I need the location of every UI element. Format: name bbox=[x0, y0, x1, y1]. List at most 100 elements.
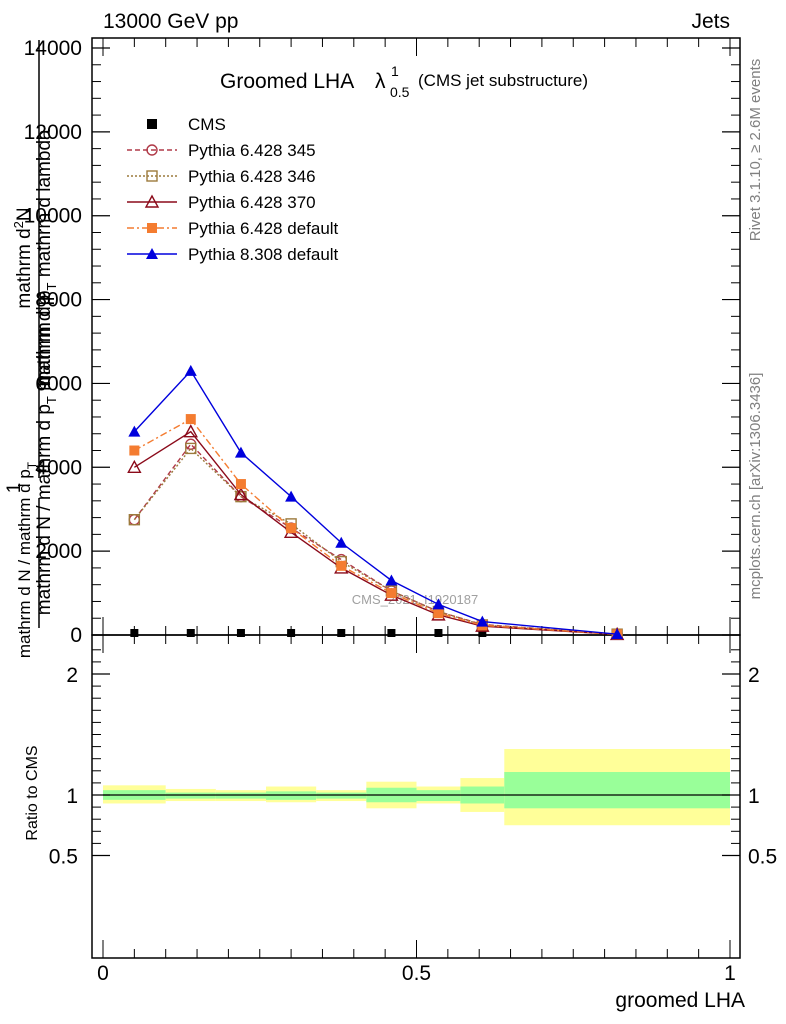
legend-entry: Pythia 6.428 346 bbox=[127, 167, 316, 186]
legend-label: Pythia 6.428 370 bbox=[188, 193, 316, 212]
ratio-inner-band bbox=[165, 792, 216, 799]
data-point bbox=[127, 459, 142, 473]
title-subscript: 0.5 bbox=[390, 84, 410, 100]
legend-label: Pythia 6.428 346 bbox=[188, 167, 316, 186]
data-point bbox=[235, 479, 246, 490]
data-point bbox=[184, 364, 197, 376]
data-point bbox=[144, 194, 160, 208]
ratio-inner-band bbox=[504, 772, 730, 809]
ylabel-top-num: mathrm d bbox=[14, 228, 35, 308]
data-point bbox=[287, 629, 296, 637]
legend: CMS Pythia 6.428 345 Pythia 6.428 346 Pythi… bbox=[127, 115, 339, 264]
legend-label: Pythia 8.308 default bbox=[188, 245, 339, 264]
data-point bbox=[236, 629, 245, 637]
data-point bbox=[386, 588, 397, 599]
data-point bbox=[434, 629, 443, 637]
ratio-y-tick-label: 2 bbox=[66, 664, 78, 687]
legend-entry: Pythia 8.308 default bbox=[127, 245, 339, 264]
data-point bbox=[128, 425, 141, 437]
title-superscript: 1 bbox=[391, 63, 399, 79]
data-point bbox=[186, 629, 195, 637]
data-point bbox=[476, 615, 489, 627]
ratio-axes: 0.5 0.5 1 1 2 2 0 0.5 1 bbox=[49, 635, 777, 985]
data-point bbox=[183, 424, 198, 438]
data-point bbox=[185, 438, 197, 450]
data-point bbox=[336, 560, 347, 571]
main-y-tick-label: 0 bbox=[70, 624, 82, 647]
data-point bbox=[385, 574, 398, 586]
data-point bbox=[433, 608, 444, 619]
main-y-tick-label: 4000 bbox=[35, 456, 82, 479]
series-pythia-6-428-370 bbox=[127, 424, 625, 641]
legend-label: Pythia 6.428 345 bbox=[188, 141, 316, 160]
data-point bbox=[185, 414, 196, 425]
ratio-inner-band bbox=[266, 791, 317, 800]
title-suffix: (CMS jet substructure) bbox=[418, 71, 588, 90]
data-point bbox=[147, 223, 157, 233]
rivet-version-label: Rivet 3.1.10, ≥ 2.6M events bbox=[747, 59, 764, 242]
ratio-y-tick-label-right: 2 bbox=[748, 664, 760, 687]
ratio-bands bbox=[103, 749, 730, 826]
data-point bbox=[285, 490, 298, 502]
data-point bbox=[130, 629, 139, 637]
legend-label: CMS bbox=[188, 115, 226, 134]
legend-entry: Pythia 6.428 345 bbox=[127, 141, 316, 160]
x-tick-label: 0 bbox=[97, 962, 109, 985]
ylabel-bottom-num-end: mathrm d p bbox=[34, 295, 55, 396]
data-point bbox=[478, 629, 487, 637]
header-jets-label: Jets bbox=[691, 10, 730, 33]
ratio-inner-band bbox=[316, 792, 367, 799]
legend-entry: Pythia 6.428 370 bbox=[127, 193, 316, 212]
ratio-inner-band bbox=[416, 790, 461, 802]
ylabel-top-num-sup: 2 bbox=[11, 221, 26, 228]
ratio-y-tick-label: 1 bbox=[66, 785, 78, 808]
analysis-watermark: CMS_2021_I1920187 bbox=[352, 592, 479, 607]
svg-text:mathrm d2N: mathrm d2N bbox=[11, 207, 35, 308]
data-point bbox=[128, 513, 141, 526]
main-axes: 0 2000 4000 6000 8000 10000 12000 14000 bbox=[24, 37, 740, 647]
main-y-tick-label: 12000 bbox=[24, 121, 82, 144]
data-point bbox=[234, 446, 247, 458]
data-point bbox=[129, 445, 140, 456]
series-pythia-6-428-345 bbox=[128, 438, 623, 640]
plot-title: Groomed LHA λ 1 0.5 (CMS jet substructur… bbox=[220, 63, 588, 100]
ylabel-bottom-den: mathrm d N / mathrm d p bbox=[15, 469, 34, 658]
main-y-tick-label: 2000 bbox=[35, 540, 82, 563]
ylabel-top-den-sub: T bbox=[44, 282, 59, 290]
title-lambda: λ bbox=[375, 70, 386, 93]
ratio-inner-band bbox=[215, 792, 267, 799]
ratio-y-tick-label-right: 1 bbox=[748, 785, 760, 808]
title-main: Groomed LHA bbox=[220, 70, 354, 93]
legend-entry: Pythia 6.428 default bbox=[127, 219, 339, 238]
ratio-y-tick-label-right: 0.5 bbox=[748, 846, 777, 869]
data-point bbox=[147, 119, 157, 129]
main-y-tick-label: 8000 bbox=[35, 289, 82, 312]
data-point bbox=[233, 487, 249, 501]
data-point bbox=[146, 170, 158, 182]
x-axis-label: groomed LHA bbox=[615, 989, 745, 1012]
data-point bbox=[335, 536, 348, 548]
mcplots-reference-label: mcplots.cern.ch [arXiv:1306.3436] bbox=[747, 373, 764, 600]
ylabel-one: 1 bbox=[4, 483, 25, 494]
main-y-tick-label: 14000 bbox=[24, 37, 82, 60]
data-point bbox=[611, 628, 624, 640]
ratio-y-tick-label: 0.5 bbox=[49, 846, 78, 869]
ratio-y-axis-label: Ratio to CMS bbox=[24, 745, 41, 840]
x-tick-label: 0.5 bbox=[402, 962, 431, 985]
main-y-axis-label: mathrm d2N mathrm d pT mathrm d lambda 1… bbox=[4, 40, 59, 658]
data-point bbox=[387, 629, 396, 637]
series-pythia-6-428-346 bbox=[128, 442, 623, 640]
series-pythia-8-308-default bbox=[128, 364, 624, 640]
ylabel-bottom-num-sub: T bbox=[44, 396, 59, 404]
ylabel-bottom-num: mathrm d N / mathrm d p bbox=[34, 404, 55, 615]
data-point bbox=[146, 144, 158, 156]
data-point bbox=[432, 598, 445, 610]
main-series bbox=[127, 364, 625, 641]
header-energy-label: 13000 GeV pp bbox=[103, 10, 238, 33]
data-point bbox=[185, 442, 197, 455]
data-point bbox=[146, 248, 158, 259]
x-tick-label: 1 bbox=[724, 962, 736, 985]
main-y-tick-label: 6000 bbox=[35, 372, 82, 395]
svg-text:mathrm d N / mathrm d pT mathr: mathrm d N / mathrm d pT mathrm d p bbox=[34, 295, 59, 616]
